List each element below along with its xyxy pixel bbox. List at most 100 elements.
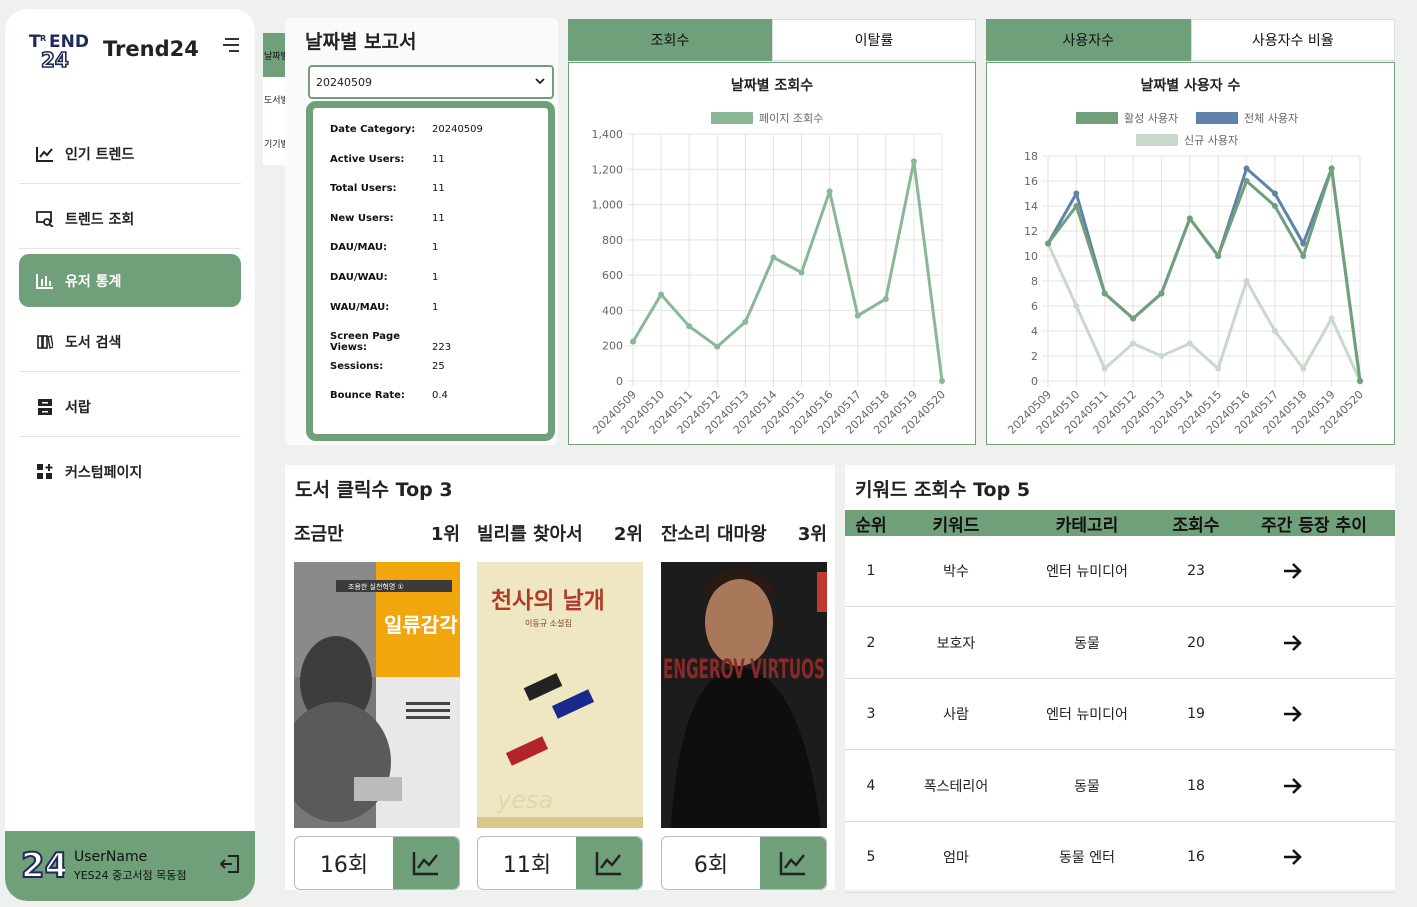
- brand-name: Trend24: [103, 37, 199, 61]
- stat-value: 11: [432, 183, 445, 195]
- arrow-right-icon[interactable]: [1283, 848, 1303, 866]
- sidebar-item-user-stats[interactable]: 유저 통계: [19, 254, 241, 307]
- y-tick-label: 1,400: [592, 128, 624, 141]
- stat-value: 1: [432, 242, 439, 254]
- book-cover-image[interactable]: 조용한 실천혁명 ① 일류감각: [294, 562, 460, 828]
- table-row[interactable]: 4 폭스테리어 동물 18: [845, 751, 1395, 822]
- legend-label: 활성 사용자: [1124, 111, 1178, 125]
- stat-row: DAU/WAU: 1: [330, 272, 438, 283]
- keyword-name: 보호자: [936, 635, 976, 652]
- book-cover-image[interactable]: ENGEROV VIRTUOS: [661, 562, 827, 828]
- legend-label: 전체 사용자: [1244, 112, 1298, 125]
- y-tick-label: 200: [602, 340, 623, 353]
- tab-user-ratio[interactable]: 사용자수 비율: [1190, 19, 1395, 61]
- y-tick-label: 6: [1031, 300, 1038, 313]
- data-point: [826, 188, 833, 195]
- book-card[interactable]: 빌리를 찾아서 2위 천사의 날개 이동규 소설집 yesa 11회: [477, 520, 643, 890]
- user-name: UserName: [74, 849, 148, 865]
- book-cover-image[interactable]: 천사의 날개 이동규 소설집 yesa: [477, 562, 643, 828]
- data-point: [798, 269, 805, 276]
- report-title: 날짜별 보고서: [305, 31, 417, 53]
- sidebar-item-drawer[interactable]: 서랍: [19, 377, 241, 437]
- sidebar-item-book-search[interactable]: 도서 검색: [19, 312, 241, 372]
- cover-subtitle: 이동규 소설집: [525, 618, 572, 628]
- chart-title: 날짜별 사용자 수: [1140, 78, 1241, 94]
- stat-row: Date Category: 20240509: [330, 124, 483, 135]
- stat-value: 25: [432, 360, 445, 372]
- stat-row: WAU/MAU: 1: [330, 302, 438, 313]
- keyword-name: 엄마: [943, 850, 969, 867]
- sidebar-item-trend-search[interactable]: 트렌드 조회: [19, 189, 241, 249]
- book-card[interactable]: 잔소리 대마왕 3위 ENGEROV VIRTUOS 6회: [661, 520, 827, 890]
- keyword-rank: 4: [866, 777, 876, 794]
- data-point: [1300, 253, 1307, 259]
- data-point: [1130, 315, 1137, 322]
- svg-text:24: 24: [41, 48, 69, 71]
- sidebar-item-custom-page[interactable]: 커스텀페이지: [19, 442, 241, 502]
- book-title: 잔소리 대마왕: [661, 524, 767, 545]
- table-row[interactable]: 2 보호자 동물 20: [845, 608, 1395, 679]
- trend-chart-button[interactable]: [576, 837, 642, 889]
- legend-label: 페이지 조회수: [759, 112, 823, 125]
- y-tick-label: 0: [616, 375, 623, 388]
- book-rank: 2위: [613, 524, 643, 545]
- arrow-right-icon[interactable]: [1283, 705, 1303, 723]
- tab-by-book[interactable]: 도서별: [264, 95, 289, 106]
- book-click-count: 16회: [319, 853, 369, 878]
- data-point: [1101, 290, 1108, 297]
- trend-chart-button[interactable]: [760, 837, 826, 889]
- svg-text:24: 24: [21, 846, 65, 883]
- stat-key: Sessions:: [330, 360, 384, 372]
- stat-row: Sessions: 25: [330, 361, 445, 372]
- y-tick-label: 16: [1024, 175, 1038, 188]
- stat-value: 0.4: [432, 390, 448, 402]
- series-line: [631, 159, 944, 382]
- header-weekly-trend: 주간 등장 추이: [1261, 515, 1367, 536]
- keyword-views: 16: [1187, 849, 1205, 866]
- books-icon: [35, 332, 55, 352]
- legend-label: 신규 사용자: [1184, 134, 1238, 147]
- arrow-right-icon[interactable]: [1283, 634, 1303, 652]
- stat-row: Bounce Rate: 0.4: [330, 390, 448, 401]
- chart-title: 날짜별 조회수: [730, 78, 814, 94]
- arrow-right-icon[interactable]: [1283, 562, 1303, 580]
- trend-chart-button[interactable]: [393, 837, 459, 889]
- logout-icon[interactable]: [219, 853, 241, 875]
- book-title: 빌리를 찾아서: [477, 524, 583, 545]
- menu-toggle-icon[interactable]: [221, 38, 239, 54]
- stat-key: DAU/MAU:: [330, 242, 388, 254]
- sidebar-item-popular-trend[interactable]: 인기 트렌드: [19, 124, 241, 184]
- weekly-trend-cell: [1233, 608, 1395, 678]
- date-select[interactable]: 20240509: [308, 65, 554, 99]
- book-click-count: 6회: [693, 853, 729, 878]
- book-click-footer: 11회: [477, 836, 643, 890]
- drawer-icon: [35, 397, 55, 417]
- data-point: [630, 338, 636, 345]
- tab-bounce-rate[interactable]: 이탈률: [772, 19, 976, 61]
- book-card[interactable]: 조금만 1위 조용한 실천혁명 ① 일류감각 16회: [294, 520, 460, 890]
- trend24-logo[interactable]: T R END 24: [29, 29, 91, 71]
- cover-title: ENGEROV VIRTUOS: [663, 654, 825, 685]
- keyword-category: 동물: [1074, 778, 1100, 795]
- data-point: [1073, 203, 1080, 209]
- keyword-views: 19: [1187, 706, 1205, 723]
- keyword-rank: 2: [866, 634, 876, 651]
- keyword-name: 사람: [943, 707, 969, 724]
- user-store: YES24 중고서점 목동점: [74, 869, 187, 882]
- bar-chart-icon: [35, 271, 55, 291]
- table-row[interactable]: 1 박수 엔터 뉴미디어 23: [845, 536, 1395, 607]
- tab-user-count[interactable]: 사용자수: [986, 19, 1191, 61]
- y-tick-label: 10: [1024, 250, 1038, 263]
- table-row[interactable]: 5 엄마 동물 엔터 16: [845, 822, 1395, 894]
- data-point: [1215, 253, 1222, 259]
- arrow-right-icon[interactable]: [1283, 777, 1303, 795]
- cover-title: 천사의 날개: [491, 588, 605, 614]
- sidebar-item-label: 도서 검색: [65, 334, 122, 351]
- table-row[interactable]: 3 사람 엔터 뉴미디어 19: [845, 679, 1395, 751]
- book-rank: 3위: [797, 524, 827, 545]
- tab-views[interactable]: 조회수: [568, 19, 772, 61]
- stat-value: 11: [432, 153, 445, 165]
- stat-key: WAU/MAU:: [330, 301, 390, 313]
- tab-by-device[interactable]: 기기별: [264, 139, 289, 150]
